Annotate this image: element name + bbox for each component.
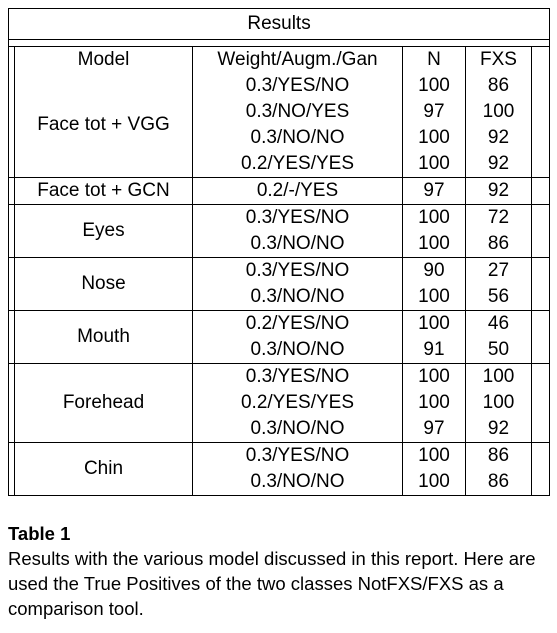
model-cell: Mouth [14, 310, 193, 364]
table-row: 0.3/NO/NO 97 92 [8, 416, 551, 443]
n-cell: 100 [402, 204, 466, 231]
table-row: 0.3/NO/NO 91 50 [8, 337, 551, 364]
header-fxs: FXS [465, 46, 532, 73]
table-row: Face tot + GCN 0.2/-/YES 97 92 [8, 177, 551, 205]
table-row: Forehead 0.3/YES/NO 100 100 [8, 363, 551, 443]
n-cell: 100 [402, 390, 466, 416]
fxs-cell: 100 [465, 363, 532, 390]
config-cell: 0.3/YES/NO [192, 257, 403, 284]
fxs-cell: 72 [465, 204, 532, 231]
config-cell: 0.3/YES/NO [192, 73, 403, 99]
fxs-cell: 27 [465, 257, 532, 284]
fxs-cell: 46 [465, 310, 532, 337]
results-table: Results Model Weight/Augm./Gan N FXS Fac… [7, 8, 551, 496]
table-row: Eyes 0.3/YES/NO 100 72 [8, 204, 551, 258]
n-cell: 100 [402, 125, 466, 151]
model-cell: Face tot + VGG [14, 73, 193, 178]
results-table-container: Results Model Weight/Augm./Gan N FXS Fac… [7, 8, 551, 496]
fxs-cell: 86 [465, 73, 532, 99]
table-row: 0.3/NO/NO 100 92 [8, 125, 551, 151]
table-row: Mouth 0.2/YES/NO 100 46 [8, 310, 551, 364]
table-row: 0.3/NO/NO 100 86 [8, 469, 551, 496]
config-cell: 0.3/NO/NO [192, 416, 403, 443]
config-cell: 0.3/NO/NO [192, 231, 403, 258]
header-config: Weight/Augm./Gan [192, 46, 403, 73]
n-cell: 100 [402, 284, 466, 311]
model-cell: Chin [14, 442, 193, 496]
model-cell: Forehead [14, 363, 193, 443]
config-cell: 0.3/YES/NO [192, 363, 403, 390]
config-cell: 0.3/NO/NO [192, 337, 403, 364]
fxs-cell: 92 [465, 125, 532, 151]
config-cell: 0.3/NO/YES [192, 99, 403, 125]
table-row: 0.2/YES/YES 100 92 [8, 151, 551, 178]
fxs-cell: 86 [465, 231, 532, 258]
table-row: Nose 0.3/YES/NO 90 27 [8, 257, 551, 311]
n-cell: 100 [402, 442, 466, 469]
n-cell: 100 [402, 73, 466, 99]
n-cell: 100 [402, 231, 466, 258]
config-cell: 0.3/NO/NO [192, 469, 403, 496]
n-cell: 97 [402, 177, 466, 205]
table-body: Model Weight/Augm./Gan N FXS Face tot + … [8, 46, 551, 496]
fxs-cell: 92 [465, 416, 532, 443]
header-n: N [402, 46, 466, 73]
config-cell: 0.2/YES/NO [192, 310, 403, 337]
fxs-cell: 92 [465, 177, 532, 205]
table-row: 0.2/YES/YES 100 100 [8, 390, 551, 416]
table-row: Face tot + VGG 0.3/YES/NO 100 86 [8, 73, 551, 178]
n-cell: 100 [402, 310, 466, 337]
fxs-cell: 100 [465, 99, 532, 125]
n-cell: 91 [402, 337, 466, 364]
fxs-cell: 86 [465, 469, 532, 496]
n-cell: 100 [402, 469, 466, 496]
caption-text: Results with the various model discussed… [8, 548, 536, 619]
table-row: 0.3/NO/NO 100 56 [8, 284, 551, 311]
header-model: Model [14, 46, 193, 73]
fxs-cell: 50 [465, 337, 532, 364]
config-cell: 0.3/YES/NO [192, 442, 403, 469]
n-cell: 100 [402, 363, 466, 390]
table-title: Results [7, 8, 551, 40]
table-row: Chin 0.3/YES/NO 100 86 [8, 442, 551, 496]
table-row: 0.3/NO/YES 97 100 [8, 99, 551, 125]
fxs-cell: 92 [465, 151, 532, 178]
n-cell: 97 [402, 99, 466, 125]
fxs-cell: 56 [465, 284, 532, 311]
n-cell: 97 [402, 416, 466, 443]
config-cell: 0.2/YES/YES [192, 390, 403, 416]
table-row: 0.3/NO/NO 100 86 [8, 231, 551, 258]
config-cell: 0.2/YES/YES [192, 151, 403, 178]
table-caption: Table 1 Results with the various model d… [8, 521, 553, 621]
fxs-cell: 86 [465, 442, 532, 469]
header-row: Model Weight/Augm./Gan N FXS [8, 46, 551, 73]
config-cell: 0.2/-/YES [192, 177, 403, 205]
model-cell: Eyes [14, 204, 193, 258]
config-cell: 0.3/NO/NO [192, 284, 403, 311]
n-cell: 100 [402, 151, 466, 178]
model-cell: Face tot + GCN [14, 177, 193, 205]
n-cell: 90 [402, 257, 466, 284]
config-cell: 0.3/NO/NO [192, 125, 403, 151]
config-cell: 0.3/YES/NO [192, 204, 403, 231]
caption-label: Table 1 [8, 523, 71, 544]
model-cell: Nose [14, 257, 193, 311]
fxs-cell: 100 [465, 390, 532, 416]
